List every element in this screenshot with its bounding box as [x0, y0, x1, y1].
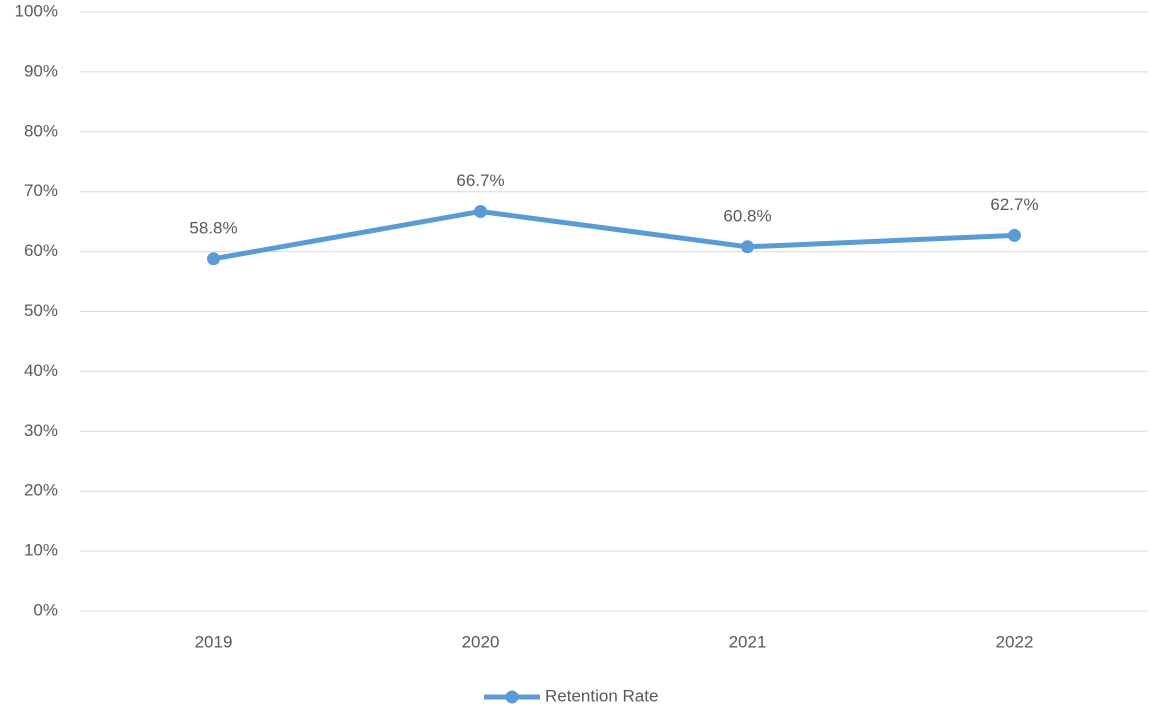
y-tick-label: 90%	[24, 61, 58, 80]
data-label: 58.8%	[189, 218, 237, 237]
legend-label: Retention Rate	[545, 686, 658, 705]
y-tick-label: 0%	[33, 600, 58, 619]
data-label: 66.7%	[456, 171, 504, 190]
x-tick-label: 2020	[462, 632, 500, 651]
y-tick-label: 10%	[24, 541, 58, 560]
x-tick-label: 2021	[729, 632, 767, 651]
data-point	[1008, 228, 1021, 242]
y-tick-label: 50%	[24, 301, 58, 320]
series-line	[213, 208, 1015, 262]
data-point	[474, 204, 487, 218]
y-tick-label: 70%	[24, 181, 58, 200]
y-tick-label: 20%	[24, 481, 58, 500]
y-tick-label: 40%	[24, 361, 58, 380]
y-tick-label: 100%	[15, 1, 58, 20]
y-tick-label: 60%	[24, 241, 58, 260]
x-tick-label: 2019	[195, 632, 233, 651]
x-tick-label: 2022	[996, 632, 1034, 651]
legend-marker	[505, 690, 519, 704]
y-tick-label: 30%	[24, 421, 58, 440]
data-point	[741, 240, 754, 254]
data-point	[207, 252, 220, 266]
data-label: 62.7%	[990, 195, 1038, 214]
y-tick-label: 80%	[24, 121, 58, 140]
data-label: 60.8%	[723, 206, 771, 225]
